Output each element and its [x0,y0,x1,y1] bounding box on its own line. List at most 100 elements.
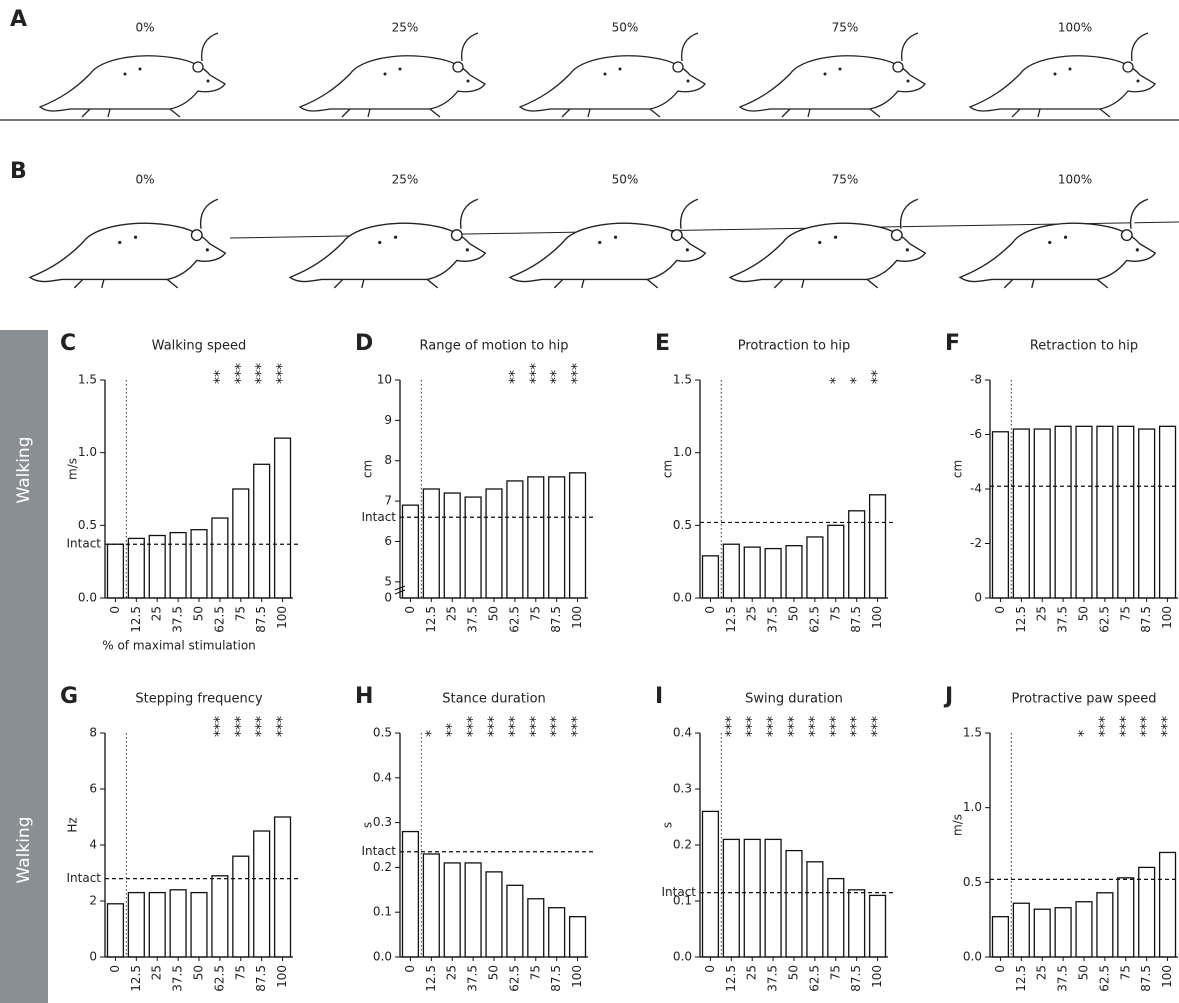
x-tick-label: 50 [787,965,801,980]
bar [1158,425,1177,599]
bar [868,894,887,958]
x-tick-label: 87.5 [549,606,563,633]
y-tick-label: 0.4 [373,770,392,784]
bar [1138,866,1156,958]
significance: ** [549,370,565,384]
significance: *** [570,363,586,384]
y-tick-label: 0.0 [963,950,982,964]
y-tick-label: 2 [89,894,97,908]
bar [991,916,1010,958]
condition-label: 25% [392,173,419,187]
rat-drawing [29,198,227,289]
significance: *** [1160,716,1176,737]
bar [106,543,125,599]
x-tick-label: 0 [403,965,417,973]
y-tick-label: 0.2 [673,838,692,852]
y-tick-label: -6 [970,427,982,441]
condition-label: 50% [612,21,639,35]
bar [991,431,1010,599]
x-tick-label: 37.5 [1056,965,1070,992]
significance: *** [528,716,544,737]
significance: *** [807,716,823,737]
y-tick-label: 0 [89,950,97,964]
x-tick-label: 75 [1118,965,1132,980]
rat-drawing [39,32,226,118]
x-tick-label: 50 [787,606,801,621]
x-tick-label: 37.5 [171,606,185,633]
bar [506,884,524,958]
y-tick-label: 0.5 [373,726,392,740]
bar [1075,901,1093,958]
significance: ** [507,370,523,384]
x-tick-label: 87.5 [549,965,563,992]
x-tick-label: 0 [993,606,1007,614]
bar [806,536,824,599]
bar [568,916,587,958]
y-tick-label: -2 [970,536,982,550]
rat-drawing [289,198,487,289]
bar [169,889,187,958]
y-tick-label: 10 [377,373,392,387]
significance: * [849,377,865,384]
rat-drawing [509,198,707,289]
x-tick-label: 37.5 [1056,606,1070,633]
intact-label: Intact [66,537,101,551]
bar [764,547,782,599]
y-axis-label: cm [951,460,965,478]
significance: *** [507,716,523,737]
y-tick-label: 9 [384,413,392,427]
x-tick-label: 100 [1160,606,1174,629]
bar [806,861,824,958]
significance: *** [828,716,844,737]
x-tick-label: 75 [528,606,542,621]
x-tick-label: 62.5 [1097,965,1111,992]
bar [253,830,271,958]
significance: *** [849,716,865,737]
bar [443,492,461,599]
significance: ** [870,370,886,384]
bar [401,830,420,958]
bar [568,472,587,599]
bar [868,494,887,599]
significance: *** [570,716,586,737]
x-tick-label: 25 [445,965,459,980]
y-tick-label: 0 [974,591,982,605]
bar [1117,425,1135,599]
x-tick-label: 75 [528,965,542,980]
significance: *** [1097,716,1113,737]
y-axis-label: Hz [66,817,80,832]
significance: *** [1139,716,1155,737]
x-tick-label: 62.5 [807,606,821,633]
y-axis-label: cm [661,460,675,478]
condition-label: 50% [612,173,639,187]
bar [785,545,803,599]
intact-label: Intact [661,885,696,899]
x-tick-label: 62.5 [507,606,521,633]
panel-letter: F [945,331,960,356]
chart-title: Retraction to hip [1030,339,1138,354]
y-tick-label: 1.0 [673,445,692,459]
bar [106,903,125,958]
y-tick-label: 0.5 [673,518,692,532]
y-tick-label: 0.1 [373,905,392,919]
y-axis-label: cm [361,460,375,478]
x-tick-label: 37.5 [171,965,185,992]
significance: * [1076,730,1092,737]
significance: *** [786,716,802,737]
intact-label: Intact [361,844,396,858]
bar [1012,902,1030,958]
condition-label: 75% [832,173,859,187]
significance: *** [212,716,228,737]
x-tick-label: 87.5 [1139,965,1153,992]
x-tick-label: 50 [192,606,206,621]
chart-title: Protraction to hip [738,339,851,354]
bar [253,463,271,599]
x-tick-label: 37.5 [766,606,780,633]
rat-drawing [959,198,1157,289]
rat-drawing [519,32,706,118]
x-tick-label: 75 [233,606,247,621]
bar [701,810,720,958]
y-tick-label: 0.4 [673,726,692,740]
panel-letter: B [10,159,27,184]
